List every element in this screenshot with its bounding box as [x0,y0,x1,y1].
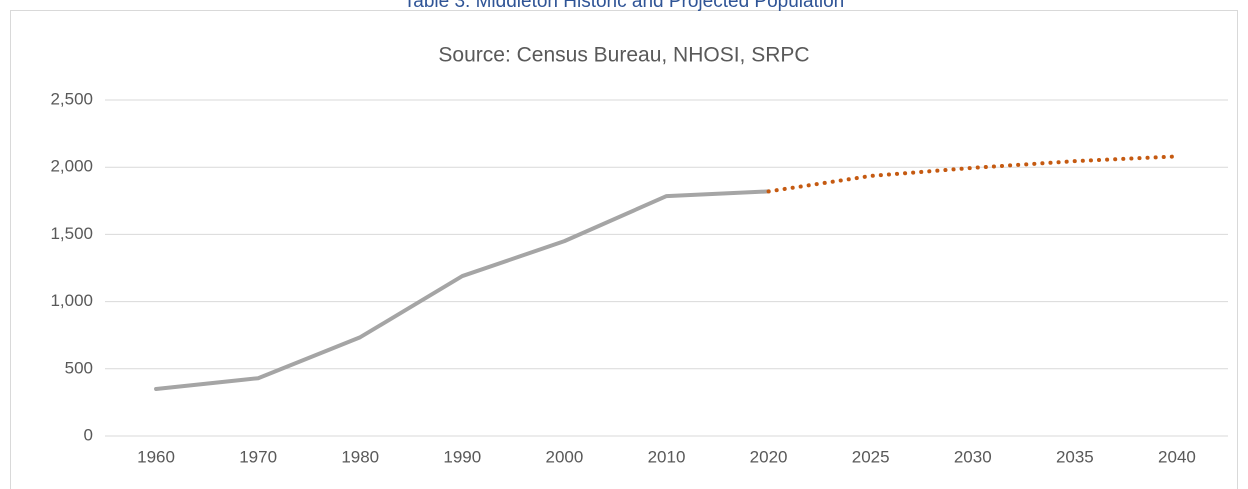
x-tick-label: 2030 [954,447,992,466]
y-tick-label: 2,500 [50,89,93,108]
x-tick-label: 2000 [545,447,583,466]
y-tick-label: 2,000 [50,157,93,176]
line-series [154,189,771,391]
x-tick-label: 1970 [239,447,277,466]
y-tick-label: 1,500 [50,224,93,243]
x-tick-label: 1990 [443,447,481,466]
line-series [766,154,1179,194]
chart-frame [10,10,1238,489]
chart-title: Table 3: Middleton Historic and Projecte… [404,0,844,12]
y-tick-label: 1,000 [50,291,93,310]
x-tick-label: 1980 [341,447,379,466]
x-tick-label: 2040 [1158,447,1196,466]
x-tick-label: 2010 [648,447,686,466]
y-tick-label: 500 [65,358,93,377]
x-tick-label: 2020 [750,447,788,466]
x-tick-label: 2025 [852,447,890,466]
x-tick-label: 1960 [137,447,175,466]
chart-subtitle: Source: Census Bureau, NHOSI, SRPC [438,44,809,67]
y-tick-label: 0 [84,425,93,444]
x-tick-label: 2035 [1056,447,1094,466]
